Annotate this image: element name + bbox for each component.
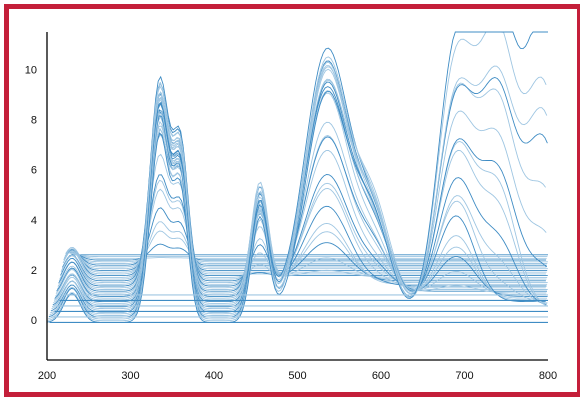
spectrum-trace [57, 81, 547, 294]
spectrum-trace [70, 243, 547, 261]
x-tick-labels: 200 300 400 500 600 700 800 [38, 370, 557, 382]
spectrum-trace [52, 47, 547, 308]
x-tick-label: 800 [539, 370, 557, 382]
x-tick-label: 400 [205, 370, 223, 382]
x-tick-label: 200 [38, 370, 56, 382]
spectrum-trace [47, 31, 547, 322]
y-tick-label: 2 [31, 265, 37, 277]
spectrum-trace [49, 79, 546, 316]
y-tick-label: 6 [31, 165, 37, 177]
x-tick-label: 600 [372, 370, 390, 382]
spectrum-trace [46, 31, 548, 323]
spectrum-trace [70, 252, 547, 259]
y-tick-label: 0 [31, 315, 37, 327]
y-tick-label: 10 [25, 65, 37, 77]
y-tick-label: 4 [31, 215, 37, 227]
spectrum-trace [69, 230, 548, 263]
spectrum-trace [59, 85, 546, 289]
chart-frame [4, 4, 580, 397]
spectrum-trace [48, 77, 548, 318]
y-tick-labels: 0 2 4 6 8 10 [25, 65, 37, 327]
trace-group [46, 31, 548, 323]
y-tick-label: 8 [31, 115, 37, 127]
x-tick-label: 300 [121, 370, 139, 382]
x-tick-label: 700 [455, 370, 473, 382]
x-tick-label: 500 [288, 370, 306, 382]
